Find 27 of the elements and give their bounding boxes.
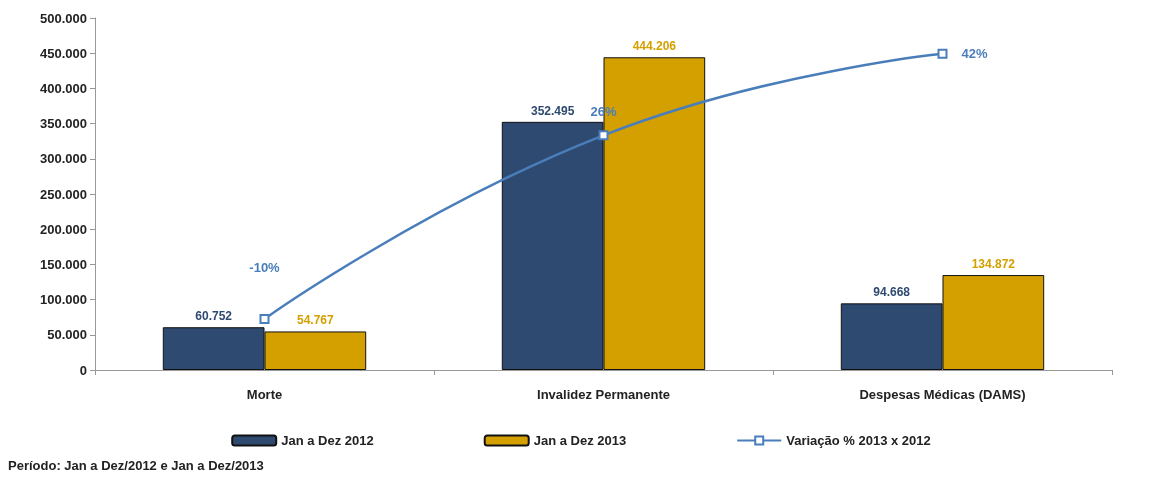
y-tick-label: 0 — [79, 362, 87, 378]
x-tick-label: Morte — [246, 387, 283, 402]
data-label: 444.206 — [632, 39, 677, 54]
data-label: 60.752 — [195, 309, 233, 324]
data-label: 26% — [590, 104, 617, 120]
data-label: 134.872 — [971, 257, 1016, 272]
data-label: 352.495 — [530, 103, 575, 118]
data-label: 54.767 — [297, 313, 335, 328]
legend-label: Jan a Dez 2012 — [281, 433, 374, 448]
y-tick-label: 450.000 — [40, 45, 87, 61]
data-label: 94.668 — [873, 285, 911, 300]
y-tick-label: 100.000 — [40, 292, 87, 308]
y-tick-label: 500.000 — [40, 10, 87, 26]
y-tick-label: 350.000 — [40, 116, 87, 132]
text: Período: Jan a Dez/2012 e Jan a Dez/2013 — [8, 458, 264, 473]
y-tick-label: 200.000 — [40, 221, 87, 237]
y-tick-label: 250.000 — [40, 186, 87, 202]
legend-label: Jan a Dez 2013 — [533, 433, 627, 448]
legend-label: Variação % 2013 x 2012 — [786, 433, 931, 448]
x-tick-label: Despesas Médicas (DAMS) — [859, 387, 1026, 402]
data-label: -10% — [249, 259, 281, 275]
y-tick-label: 150.000 — [40, 256, 87, 272]
y-tick-label: 300.000 — [40, 151, 87, 167]
y-tick-label: 50.000 — [47, 327, 87, 343]
x-tick-label: Invalidez Permanente — [537, 387, 670, 402]
y-tick-label: 400.000 — [40, 80, 87, 96]
data-label: 42% — [961, 46, 988, 62]
